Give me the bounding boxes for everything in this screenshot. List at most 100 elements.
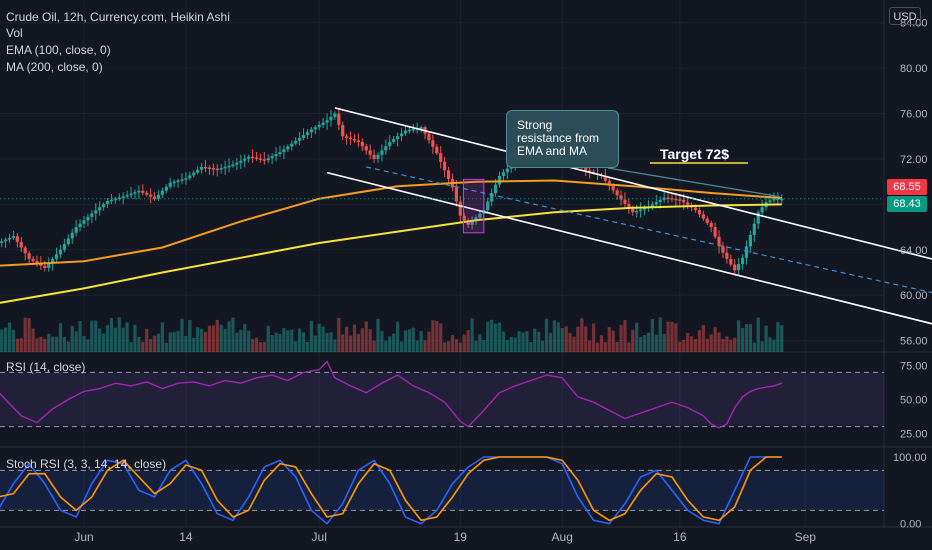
candle-body [0,241,4,243]
stoch-tick-label: 100.00 [893,452,927,464]
volume-bar [756,317,760,352]
volume-bar [760,341,764,352]
volume-bar [278,333,282,352]
symbol-title[interactable]: Crude Oil, 12h, Currency.com, Heikin Ash… [6,10,230,24]
volume-bar [180,318,184,352]
volume-bar [54,336,59,352]
volume-bar [247,330,251,352]
volume-bar [368,329,372,352]
volume-bar [329,332,333,352]
volume-bar [623,319,627,352]
volume-bar [7,322,12,352]
callout-line-3: EMA and MA [517,144,588,158]
candle-body [607,180,611,186]
volume-bar [654,334,658,352]
volume-bar [682,339,686,352]
candle-body [62,244,66,250]
candle-body [7,237,12,240]
candle-body [748,235,752,247]
candle-body [47,263,51,268]
price-tick-label: 72.00 [900,154,928,166]
volume-bar [631,329,635,352]
volume-bar [650,318,654,352]
volume-bar [674,323,678,352]
volume-bar [635,322,639,352]
volume-bar [117,317,121,352]
legend-ma[interactable]: MA (200, close, 0) [6,60,103,74]
volume-bar [533,328,537,352]
volume-bar [509,337,513,352]
candle-body [313,127,317,130]
volume-bar [744,324,749,352]
volume-bar [137,336,141,352]
volume-bar [94,320,98,352]
candle-body [15,236,19,242]
legend-ema[interactable]: EMA (100, close, 0) [6,43,111,57]
volume-bar [697,330,702,352]
candle-body [403,130,408,134]
volume-bar [658,317,662,352]
candle-body [243,158,247,161]
candle-body [458,201,462,216]
volume-bar [298,328,302,352]
candle-body [317,124,321,128]
candle-body [176,180,180,183]
candle-body [274,154,278,157]
volume-bar [490,319,494,352]
candle-body [11,236,16,238]
volume-bar [725,336,729,352]
volume-bar [776,322,780,352]
volume-bar [646,332,651,352]
candle-body [772,198,776,201]
volume-bar [129,342,133,352]
volume-bar [168,332,172,352]
volume-bar [337,317,341,352]
candle-body [223,166,227,169]
candle-body [184,178,188,180]
candle-body [431,140,435,147]
volume-bar [388,336,392,352]
candle-body [635,210,639,213]
candle-body [619,195,623,200]
candle-body [337,113,341,125]
callout-line-2: resistance from [517,131,600,145]
candle-body [321,122,325,125]
candle-body [427,133,431,141]
candle-body [227,165,231,168]
candle-body [117,197,121,200]
volume-bar [317,323,321,352]
volume-bar [392,333,396,352]
candle-body [23,247,27,254]
rsi-line [0,360,783,429]
volume-bar [525,331,529,352]
candle-body [109,199,114,202]
candle-body [384,146,388,151]
candle-body [725,252,729,259]
legend-rsi[interactable]: RSI (14, close) [6,360,86,374]
candle-body [125,195,129,197]
legend-vol[interactable]: Vol [6,26,23,40]
candle-body [486,201,490,211]
volume-bar [74,331,78,352]
legend-stoch-rsi[interactable]: Stoch RSI (3, 3, 14, 14, close) [6,457,167,471]
candle-body [270,156,274,159]
currency-badge[interactable]: USD [889,7,921,25]
candle-body [58,249,63,255]
price-tick-label: 64.00 [900,245,928,257]
time-axis: Jun14Jul19Aug16Sep20Oct [74,530,816,544]
candle-body [219,168,223,170]
resistance-callout: Strong resistance from EMA and MA [506,110,619,168]
volume-bar [494,323,498,352]
volume-bar [356,334,360,352]
volume-bar [752,342,756,352]
candle-body [686,202,690,205]
volume-bar [203,331,208,352]
candle-body [137,190,141,193]
candle-body [27,253,31,259]
candle-body [254,157,259,160]
volume-bar [47,333,51,352]
candle-body [443,161,447,171]
volume-bar [62,337,66,352]
candle-body [380,150,384,155]
